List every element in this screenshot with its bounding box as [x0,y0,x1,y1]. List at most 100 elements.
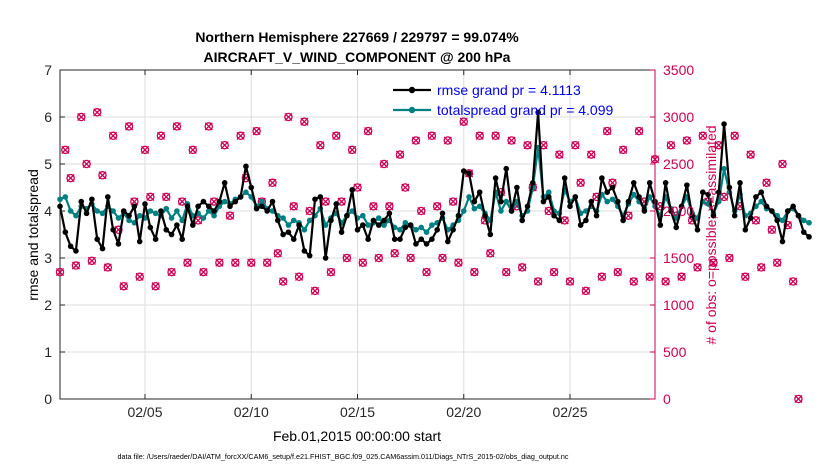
totalspread-point [115,215,122,221]
rmse-point [190,222,196,228]
obs-possible-marker [98,171,107,180]
totalspread-point [94,208,100,214]
rmse-point [466,170,472,177]
obs-point [151,281,160,291]
obs-assimilated-marker [167,268,176,277]
rmse-point [237,194,244,200]
obs-assimilated-marker [778,159,787,169]
obs-possible-marker [448,197,458,206]
obs-point [443,136,453,145]
obs-possible-marker [103,263,113,272]
obs-assimilated-marker [757,263,766,272]
obs-point [103,263,113,272]
obs-point [523,140,532,150]
obs-assimilated-marker [172,122,181,131]
totalspread-point [466,194,472,200]
obs-assimilated-marker [475,131,484,140]
rmse-point [253,205,260,212]
obs-possible-marker [794,394,803,404]
rmse-point [567,203,573,210]
y-left-tick-label: 1 [44,344,52,360]
obs-assimilated-marker [342,253,351,263]
obs-assimilated-marker [661,277,670,286]
obs-assimilated-marker [534,277,543,286]
rmse-point [530,180,536,186]
rmse-point [158,208,164,214]
y-left-tick-label: 6 [44,109,52,125]
obs-assimilated-marker [125,122,134,131]
rmse-point [583,217,589,224]
y-right-tick-label: 3500 [663,62,694,78]
obs-possible-marker [369,202,378,211]
obs-assimilated-marker [518,263,527,272]
totalspread-point [779,217,786,224]
obs-assimilated-marker [550,268,559,277]
obs-assimilated-marker [666,141,675,150]
obs-assimilated-marker [720,192,729,201]
obs-assimilated-marker [77,112,86,122]
rmse-point [769,208,775,214]
obs-point [172,122,182,131]
obs-point [140,145,150,155]
totalspread-point [397,227,403,233]
obs-possible-marker [358,258,368,267]
obs-possible-marker [401,183,410,192]
obs-point [533,277,543,286]
rmse-point [354,227,361,233]
obs-possible-marker [119,281,129,291]
right-axis-ticks: 0 500 1000 1500 2000 2500 3000 3500 [650,62,694,407]
obs-assimilated-marker [613,268,622,277]
x-tick-label: 02/10 [234,404,269,420]
obs-point [390,249,399,258]
rmse-point [120,208,127,214]
y-left-tick-label: 5 [44,156,52,172]
obs-assimilated-marker [119,282,128,291]
obs-point [347,145,357,155]
rmse-point [731,212,738,219]
rmse-point [753,194,759,200]
rmse-point [227,203,233,210]
obs-possible-marker [533,277,543,286]
totalspread-point [259,198,265,205]
rmse-point [609,184,616,191]
totalspread-line [59,146,810,234]
obs-possible-marker [486,249,495,258]
rmse-point [349,187,355,193]
totalspread-point [205,208,212,214]
obs-assimilated-marker [714,141,723,150]
obs-assimilated-marker [576,178,585,187]
totalspread-point [806,219,812,226]
obs-point [661,277,670,286]
obs-possible-marker [432,202,442,211]
rmse-point [312,196,318,203]
legend-rmse-label: rmse grand pr = 4.1113 [437,82,581,98]
rmse-point [508,208,515,214]
obs-point [246,258,256,267]
obs-point [725,253,734,263]
obs-point [730,131,739,141]
totalspread-point [721,165,727,172]
obs-point [161,192,171,202]
rmse-point [721,121,727,127]
obs-possible-marker [475,131,484,141]
obs-point [507,136,516,145]
rmse-point [795,212,802,219]
rmse-point [205,203,212,210]
obs-point [698,131,708,141]
rmse-point [689,212,695,219]
obs-assimilated-marker [284,112,293,122]
obs-point [597,272,607,282]
obs-possible-marker [167,267,176,277]
obs-possible-marker [71,261,81,270]
rmse-point [62,229,69,235]
obs-possible-marker [246,258,256,267]
totalspread-point [630,191,637,198]
rmse-point [136,238,143,245]
rmse-point [774,217,780,224]
x-tick-label: 02/05 [127,404,162,420]
obs-possible-marker [613,267,623,277]
obs-point [284,112,293,122]
obs-point [331,131,341,141]
rmse-point [710,212,717,219]
totalspread-point [418,224,425,231]
